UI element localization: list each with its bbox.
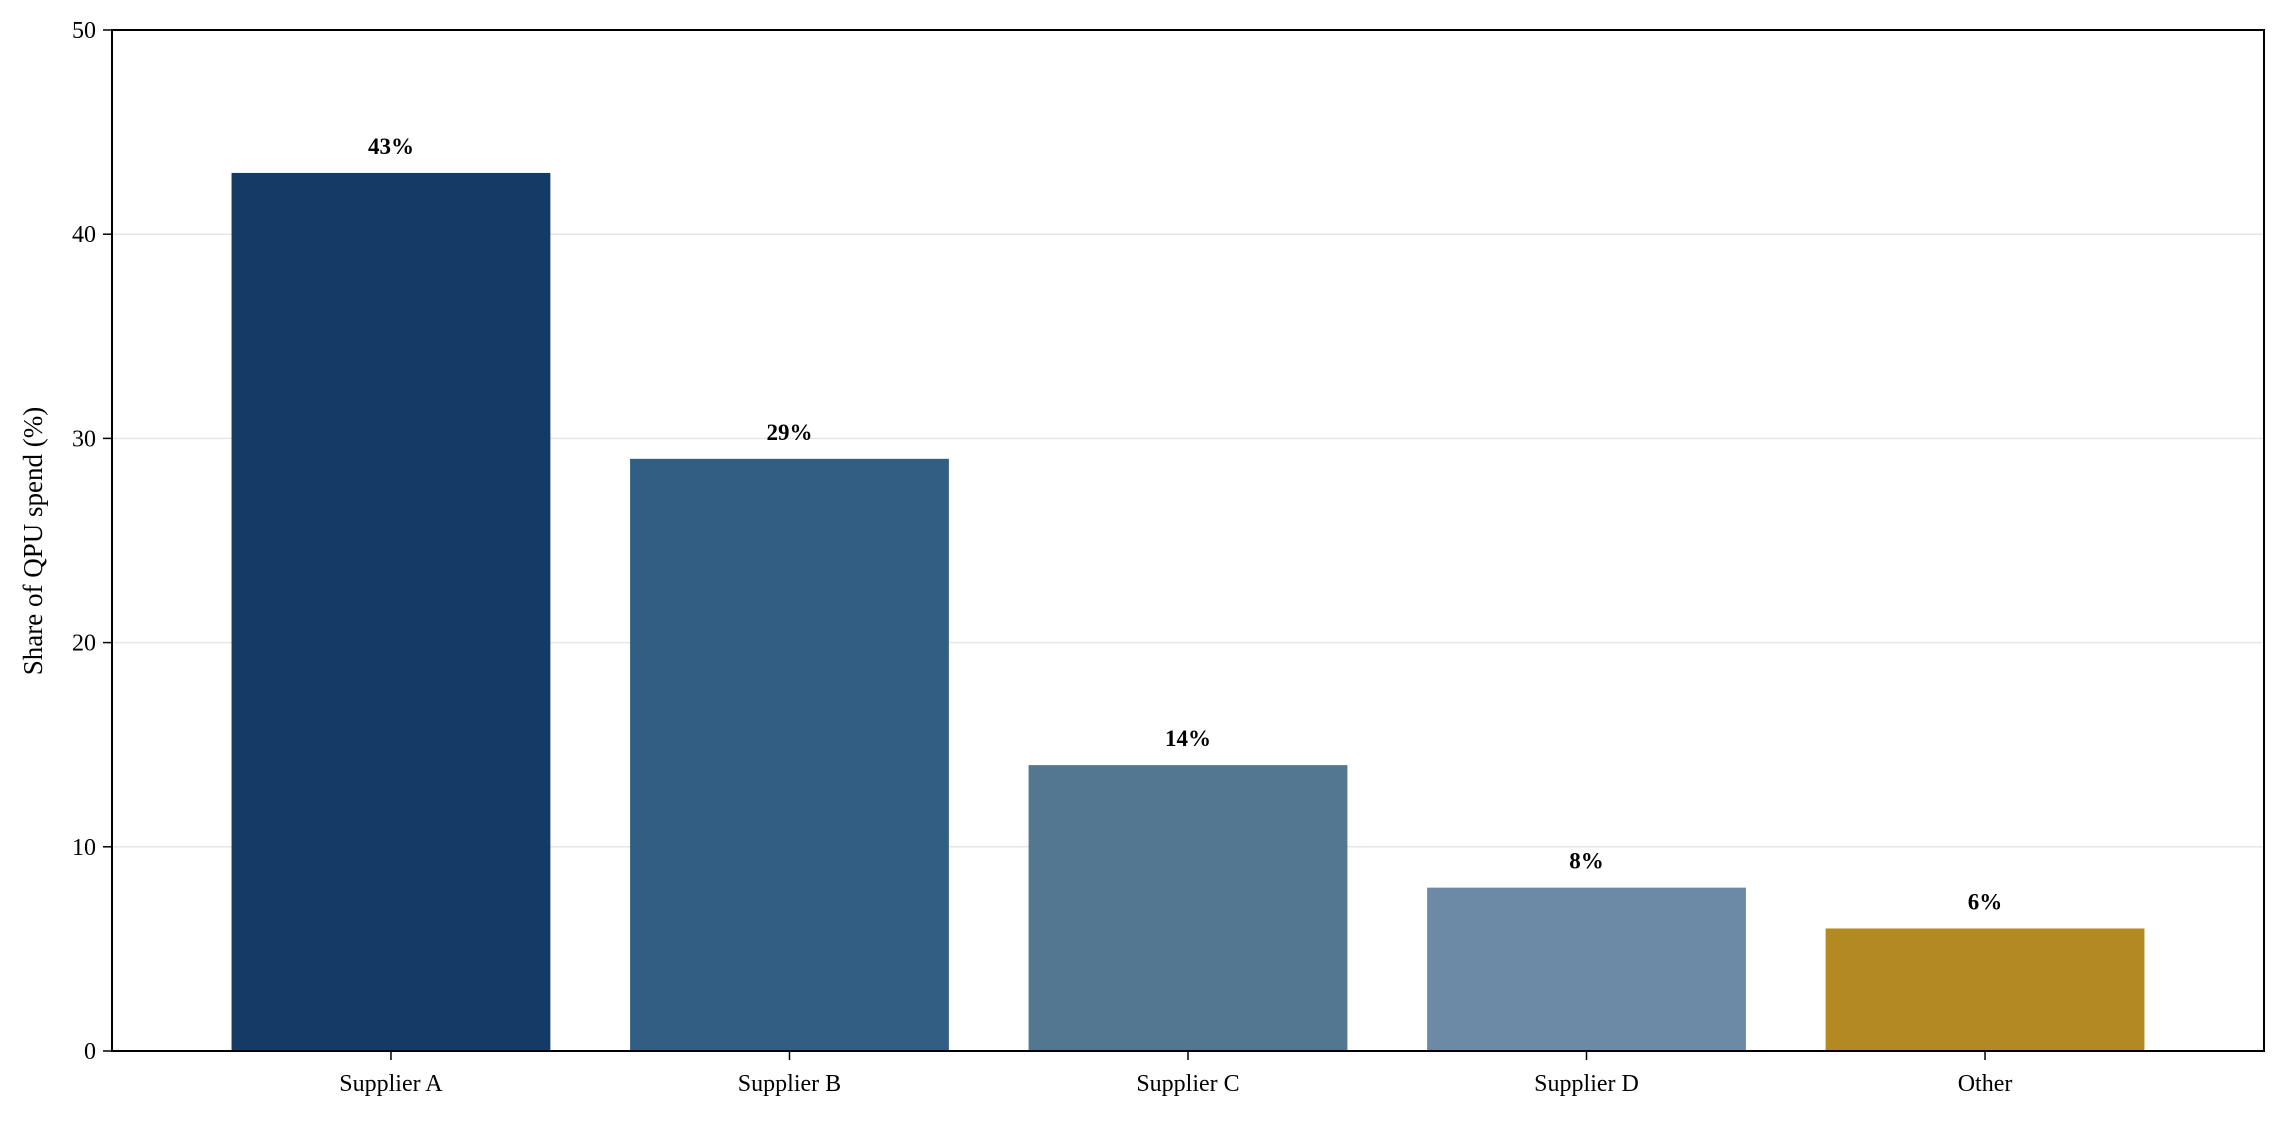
y-tick-label: 50	[72, 18, 96, 44]
data-label: 29%	[766, 420, 812, 445]
bar	[231, 172, 551, 1051]
bar	[1028, 765, 1348, 1051]
data-labels: 43% 29% 14% 8% 6%	[368, 134, 2002, 915]
y-tick-label: 30	[72, 426, 96, 452]
data-label: 6%	[1968, 889, 2003, 914]
x-tick-label: Supplier A	[339, 1071, 443, 1097]
y-tick-label: 10	[72, 835, 96, 861]
x-tick-label: Supplier B	[738, 1071, 841, 1097]
x-tick-label: Supplier D	[1534, 1071, 1639, 1097]
x-tick-label: Supplier C	[1136, 1071, 1239, 1097]
bar	[1825, 928, 2145, 1051]
data-label: 43%	[368, 134, 414, 159]
bar	[630, 458, 949, 1051]
bars	[231, 172, 2145, 1051]
y-tick-label: 0	[84, 1039, 96, 1065]
x-axis-ticks: Supplier A Supplier B Supplier C Supplier D…	[339, 1051, 2012, 1097]
bar	[1427, 887, 1746, 1051]
x-tick-label: Other	[1958, 1071, 2013, 1097]
y-axis-label: Share of QPU spend (%)	[18, 407, 48, 675]
data-label: 14%	[1165, 726, 1211, 751]
y-tick-label: 20	[72, 631, 96, 657]
data-label: 8%	[1569, 849, 1604, 874]
y-axis-ticks: 0 10 20 30 40 50	[72, 18, 112, 1065]
y-tick-label: 40	[72, 222, 96, 248]
